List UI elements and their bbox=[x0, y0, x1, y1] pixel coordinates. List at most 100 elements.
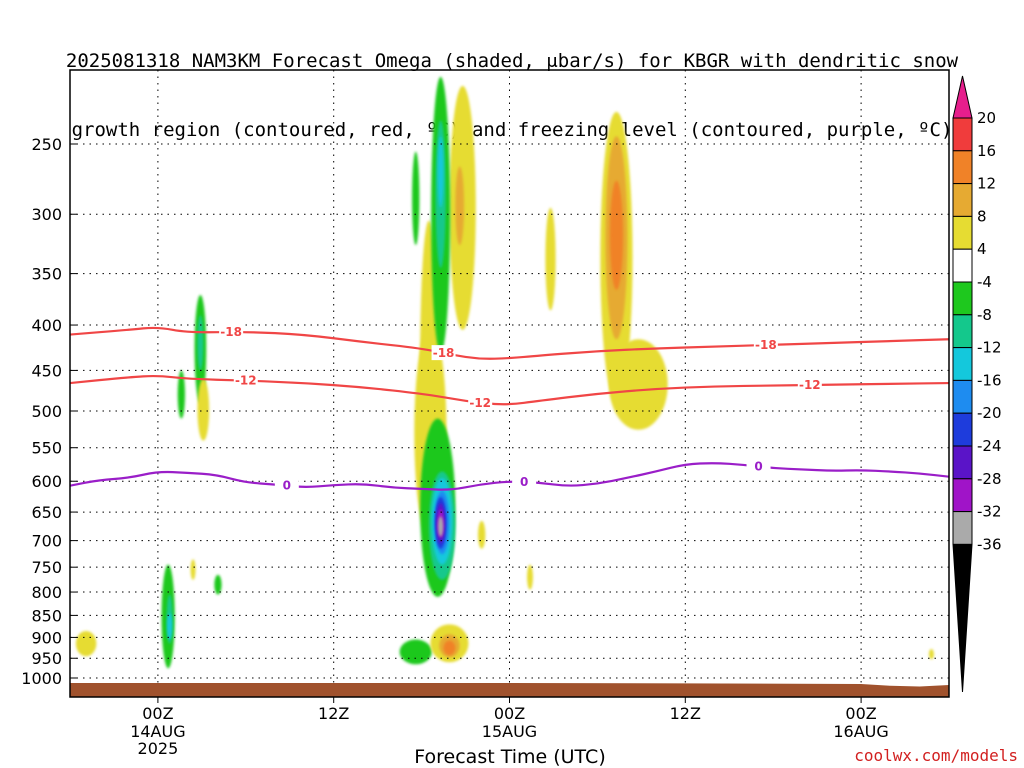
omega-cell bbox=[527, 564, 533, 590]
omega-cell bbox=[190, 559, 196, 580]
contour-label: -18 bbox=[755, 338, 777, 352]
colorbar-label: -8 bbox=[977, 306, 992, 324]
colorbar: 20 16 12 8 4 -4 -8 -12 -16 -20 -24 -28 -32 -36 bbox=[952, 75, 1002, 693]
contour-0 bbox=[70, 462, 949, 491]
contour-label: -18 bbox=[433, 346, 455, 360]
y-tick-label: 950 bbox=[31, 649, 62, 668]
x-tick-label: 00Z bbox=[845, 704, 876, 723]
x-tick-label: 12Z bbox=[670, 704, 701, 723]
omega-cell bbox=[455, 166, 465, 246]
colorbar-bin bbox=[952, 183, 973, 217]
x-tick-sublabel: 14AUG bbox=[130, 722, 185, 741]
title-line-2: growth region (contoured, red, ºC) and f… bbox=[71, 119, 953, 141]
contour-label-bg bbox=[746, 458, 771, 474]
contour-label-bg bbox=[219, 323, 244, 339]
x-tick-sublabel: 16AUG bbox=[833, 722, 888, 741]
omega-cell bbox=[545, 207, 556, 311]
colorbar-bin bbox=[952, 117, 973, 152]
contour-label-bg bbox=[274, 477, 299, 493]
contour-label-bg bbox=[797, 377, 822, 393]
contour-label: 0 bbox=[520, 475, 528, 489]
colorbar-under-triangle bbox=[952, 543, 973, 693]
omega-cell bbox=[399, 639, 432, 665]
omega-cell bbox=[609, 180, 624, 290]
y-tick-label: 600 bbox=[31, 472, 62, 491]
colorbar-label: -36 bbox=[977, 535, 1002, 553]
x-tick-label: 00Z bbox=[494, 704, 525, 723]
omega-cell bbox=[214, 574, 222, 595]
contour-label: -12 bbox=[799, 378, 821, 392]
temperature-contours: -18 -18 -18 -12 -12 -12 0 0 0 bbox=[70, 323, 949, 493]
contour-label: -12 bbox=[469, 396, 491, 410]
x-axis-label: Forecast Time (UTC) bbox=[414, 746, 606, 768]
colorbar-label: 16 bbox=[977, 142, 996, 160]
y-tick-label: 750 bbox=[31, 558, 62, 577]
x-tick-sublabel: 2025 bbox=[138, 739, 179, 758]
colorbar-label: -24 bbox=[977, 437, 1002, 455]
contour-label: -18 bbox=[220, 325, 242, 339]
chart-title: 2025081318 NAM3KM Forecast Omega (shaded… bbox=[0, 4, 1024, 165]
y-tick-label: 450 bbox=[31, 361, 62, 380]
contour-label: 0 bbox=[754, 460, 762, 474]
y-tick-label: 800 bbox=[31, 583, 62, 602]
omega-cell bbox=[197, 378, 210, 441]
colorbar-bin bbox=[952, 314, 973, 349]
colorbar-label: -32 bbox=[977, 503, 1002, 521]
colorbar-bin bbox=[952, 281, 973, 316]
title-line-1: 2025081318 NAM3KM Forecast Omega (shaded… bbox=[65, 50, 959, 72]
colorbar-label: 4 bbox=[977, 240, 987, 258]
omega-cell bbox=[478, 520, 486, 549]
omega-cell bbox=[609, 339, 668, 430]
contour-label-bg bbox=[431, 345, 456, 361]
y-tick-label: 300 bbox=[31, 205, 62, 224]
omega-cell bbox=[928, 649, 934, 660]
colorbar-label: -16 bbox=[977, 371, 1002, 389]
omega-cell bbox=[437, 136, 444, 208]
x-tick-label: 12Z bbox=[318, 704, 349, 723]
omega-cell bbox=[438, 516, 444, 537]
x-tick-label: 00Z bbox=[142, 704, 173, 723]
colorbar-bin bbox=[952, 379, 973, 414]
contour-label-bg bbox=[468, 395, 493, 411]
y-tick-label: 900 bbox=[31, 628, 62, 647]
omega-cell bbox=[75, 630, 97, 657]
y-tick-label: 1000 bbox=[21, 669, 62, 688]
omega-cell bbox=[412, 151, 420, 246]
colorbar-bin bbox=[952, 511, 973, 545]
terrain-fill bbox=[70, 682, 949, 697]
colorbar-label: -20 bbox=[977, 404, 1002, 422]
contour-label-bg bbox=[753, 336, 778, 352]
terrain-band bbox=[70, 682, 949, 697]
colorbar-bin bbox=[952, 412, 973, 447]
y-tick-label: 550 bbox=[31, 439, 62, 458]
colorbar-bin bbox=[952, 445, 973, 480]
colorbar-label: 8 bbox=[977, 207, 987, 225]
y-tick-label: 350 bbox=[31, 265, 62, 284]
colorbar-over-triangle bbox=[952, 75, 973, 119]
colorbar-label: -12 bbox=[977, 339, 1002, 357]
y-tick-label: 850 bbox=[31, 606, 62, 625]
y-axis-ticks: 250 300 350 400 450 500 550 600 650 700 750 800 850 9… bbox=[21, 135, 77, 688]
y-tick-label: 650 bbox=[31, 503, 62, 522]
colorbar-bin bbox=[952, 215, 973, 250]
colorbar-label: -4 bbox=[977, 273, 992, 291]
contour-label-bg bbox=[233, 372, 258, 388]
omega-cell bbox=[197, 315, 204, 371]
y-tick-label: 400 bbox=[31, 316, 62, 335]
contour--12 bbox=[70, 374, 949, 406]
omega-cell bbox=[443, 640, 456, 656]
colorbar-bin bbox=[952, 478, 973, 513]
colorbar-label: -28 bbox=[977, 470, 1002, 488]
colorbar-label: 20 bbox=[977, 109, 996, 127]
contour-label: 0 bbox=[283, 479, 291, 493]
omega-cell bbox=[177, 370, 186, 419]
contour--18 bbox=[70, 326, 949, 360]
colorbar-bin bbox=[952, 150, 973, 185]
x-tick-sublabel: 15AUG bbox=[482, 722, 537, 741]
y-tick-label: 500 bbox=[31, 402, 62, 421]
colorbar-bin bbox=[952, 347, 973, 381]
contour-label-bg bbox=[512, 473, 537, 489]
y-tick-label: 700 bbox=[31, 532, 62, 551]
